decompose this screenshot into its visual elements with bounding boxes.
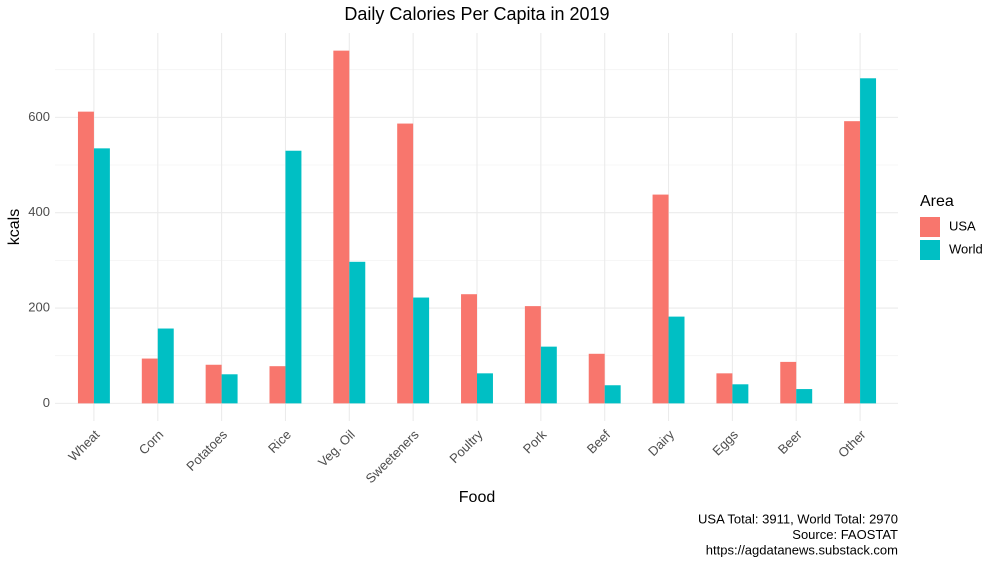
y-tick-label: 600 xyxy=(28,109,50,124)
x-tick-label: Potatoes xyxy=(183,427,230,474)
chart-title: Daily Calories Per Capita in 2019 xyxy=(344,4,609,24)
x-tick-label: Veg. Oil xyxy=(315,427,358,470)
bar xyxy=(540,346,557,404)
bar xyxy=(461,294,477,404)
bar xyxy=(141,358,158,404)
bar xyxy=(524,306,541,404)
x-tick-label: Other xyxy=(835,426,869,460)
bar xyxy=(796,389,813,404)
x-tick-label: Dairy xyxy=(645,427,677,459)
legend-label: World xyxy=(949,241,983,256)
legend-label: USA xyxy=(949,218,976,233)
caption: USA Total: 3911, World Total: 2970 xyxy=(698,511,898,526)
caption: Source: FAOSTAT xyxy=(792,527,898,542)
bar xyxy=(652,194,669,404)
bar xyxy=(716,373,733,404)
bar xyxy=(780,361,797,404)
x-tick-label: Beer xyxy=(775,426,805,456)
bar xyxy=(349,261,366,404)
bar xyxy=(333,50,350,404)
bar xyxy=(477,373,493,404)
bar xyxy=(668,316,685,404)
bar xyxy=(221,374,238,404)
x-tick-label: Sweeteners xyxy=(363,427,423,487)
bar xyxy=(860,78,877,404)
x-tick-label: Corn xyxy=(136,427,167,458)
x-tick-label: Poultry xyxy=(446,427,486,467)
bar xyxy=(285,150,302,404)
bar xyxy=(604,385,621,404)
x-tick-label: Wheat xyxy=(65,427,102,464)
y-tick-label: 200 xyxy=(28,299,50,314)
legend-title: Area xyxy=(920,193,954,210)
bar xyxy=(413,297,430,404)
bar xyxy=(77,111,94,404)
bar xyxy=(93,148,110,404)
y-tick-label: 400 xyxy=(28,204,50,219)
bar xyxy=(844,121,861,404)
bar xyxy=(157,328,174,404)
x-tick-label: Eggs xyxy=(709,427,741,459)
x-tick-label: Rice xyxy=(265,427,294,456)
x-tick-label: Beef xyxy=(584,427,614,457)
bar xyxy=(205,364,222,404)
bar xyxy=(732,384,749,404)
caption: https://agdatanews.substack.com xyxy=(706,542,898,557)
legend-swatch xyxy=(920,217,940,237)
x-axis-label: Food xyxy=(459,489,495,506)
legend-swatch xyxy=(920,240,940,260)
y-axis-label: kcals xyxy=(6,209,23,245)
bar xyxy=(397,123,414,404)
x-tick-label: Pork xyxy=(520,427,550,457)
bar xyxy=(588,353,605,404)
y-tick-label: 0 xyxy=(43,395,50,410)
bar xyxy=(269,366,286,404)
